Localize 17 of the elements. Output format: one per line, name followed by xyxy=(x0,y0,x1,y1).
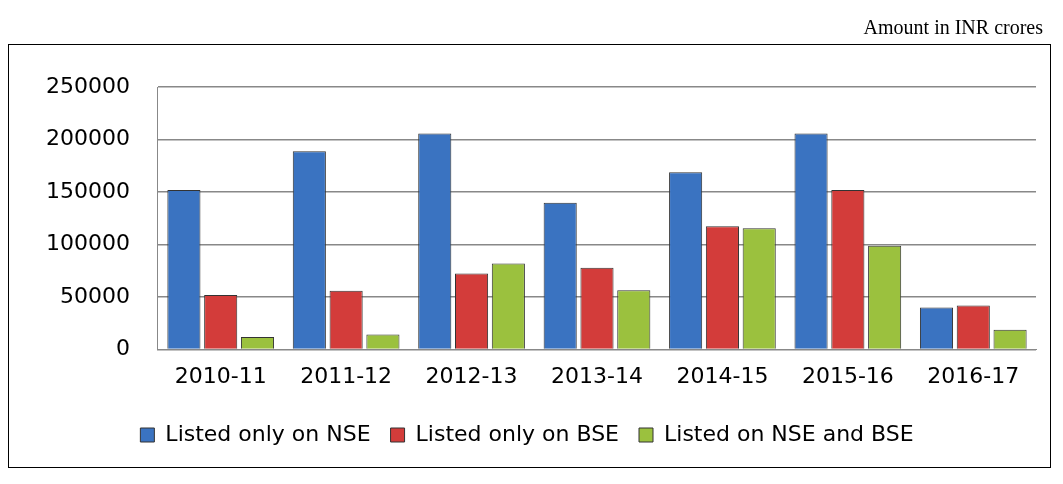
y-tick-label: 250000 xyxy=(46,72,130,98)
x-tick-label: 2015-16 xyxy=(801,362,894,388)
x-tick-label: 2011-12 xyxy=(300,362,393,388)
legend-label: Listed only on BSE xyxy=(415,420,620,446)
x-tick-label: 2013-14 xyxy=(551,362,643,388)
x-tick-label: 2010-11 xyxy=(174,362,267,388)
y-tick-label: 200000 xyxy=(46,125,130,151)
text: Amount in INR crores xyxy=(863,16,1043,39)
x-tick-label: 2014-15 xyxy=(676,362,769,388)
y-tick-label: 100000 xyxy=(46,230,130,256)
y-tick-label: 150000 xyxy=(46,177,130,203)
legend-label: Listed only on NSE xyxy=(165,420,371,446)
y-tick-label: 50000 xyxy=(59,282,130,308)
x-tick-label: 2016-17 xyxy=(927,362,1020,388)
x-tick-label: 2012-13 xyxy=(425,362,518,388)
y-tick-label: 0 xyxy=(115,335,130,361)
legend-label: Listed on NSE and BSE xyxy=(664,420,914,446)
